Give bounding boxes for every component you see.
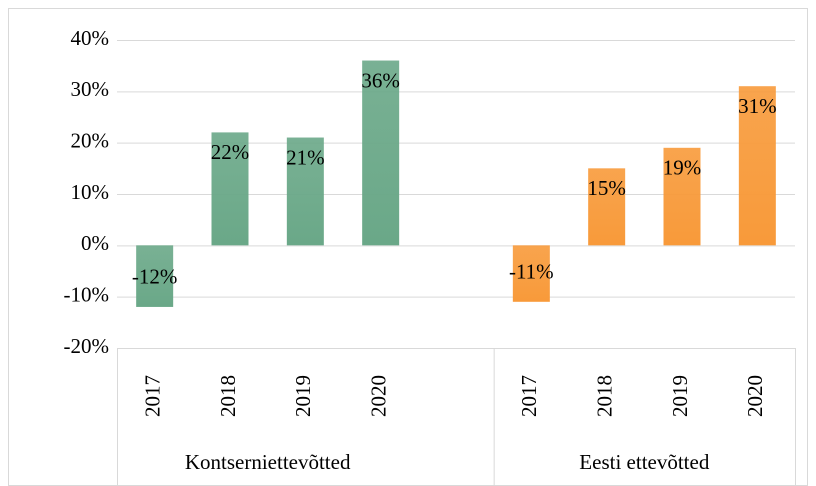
data-label: 31% bbox=[738, 94, 777, 118]
bar bbox=[211, 132, 249, 246]
data-label: 22% bbox=[211, 140, 250, 164]
x-tick-label: 2019 bbox=[291, 375, 315, 417]
y-tick-label: -10% bbox=[64, 282, 110, 306]
bar bbox=[362, 60, 400, 246]
data-label: 15% bbox=[587, 176, 626, 200]
bar bbox=[286, 137, 324, 246]
x-tick-label: 2019 bbox=[668, 375, 692, 417]
group-label: Eesti ettevõtted bbox=[579, 450, 710, 474]
bar bbox=[136, 245, 174, 307]
y-tick-label: 0% bbox=[81, 231, 109, 255]
bar bbox=[663, 147, 701, 246]
data-label: 21% bbox=[286, 145, 325, 169]
x-tick-label: 2017 bbox=[140, 375, 164, 417]
data-label: -11% bbox=[509, 260, 554, 284]
x-tick-label: 2018 bbox=[216, 375, 240, 417]
x-tick-label: 2020 bbox=[743, 375, 767, 417]
data-label: 36% bbox=[361, 68, 400, 92]
x-tick-label: 2020 bbox=[366, 375, 390, 417]
bar bbox=[512, 245, 550, 302]
group-label: Kontserniettevõtted bbox=[185, 450, 351, 474]
bar bbox=[588, 168, 626, 246]
y-tick-label: 20% bbox=[71, 128, 110, 152]
y-tick-label: 40% bbox=[71, 26, 110, 50]
bar bbox=[738, 86, 776, 246]
data-label: 19% bbox=[663, 156, 702, 180]
y-tick-label: 30% bbox=[71, 77, 110, 101]
x-tick-label: 2018 bbox=[592, 375, 616, 417]
y-tick-label: 10% bbox=[71, 180, 110, 204]
data-label: -12% bbox=[132, 265, 178, 289]
y-tick-label: -20% bbox=[64, 334, 110, 358]
x-tick-label: 2017 bbox=[517, 375, 541, 417]
